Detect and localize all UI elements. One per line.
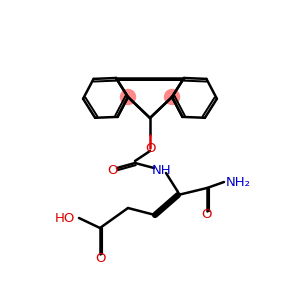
Circle shape [164, 89, 179, 104]
Text: O: O [95, 251, 105, 265]
Text: HO: HO [55, 212, 75, 224]
Text: O: O [145, 142, 155, 154]
Text: O: O [108, 164, 118, 176]
Text: NH₂: NH₂ [226, 176, 250, 188]
Circle shape [121, 89, 136, 104]
Text: O: O [202, 208, 212, 221]
Text: NH: NH [152, 164, 172, 176]
